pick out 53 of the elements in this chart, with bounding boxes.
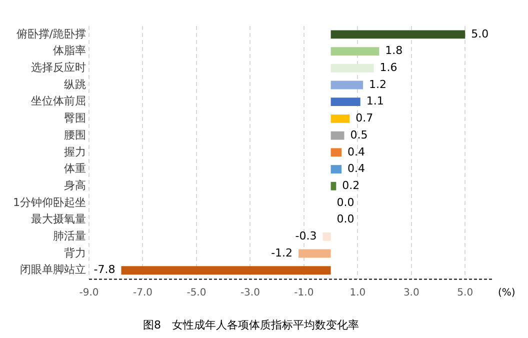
bar (330, 114, 350, 123)
bar (330, 80, 364, 90)
x-tick-label: -1.0 (294, 287, 314, 298)
y-tick-label: 臀围 (64, 112, 86, 125)
y-tick-label: 背力 (64, 246, 86, 260)
y-tick-label: 体脂率 (53, 44, 86, 58)
data-label: 0.2 (342, 178, 360, 192)
data-label: -7.8 (94, 263, 116, 276)
bar (330, 30, 466, 39)
y-tick-label: 握力 (64, 145, 86, 158)
x-tick-label: -7.0 (132, 287, 152, 298)
bar (330, 165, 342, 174)
bar (330, 47, 380, 56)
bar (330, 98, 360, 106)
data-label: -0.3 (295, 230, 317, 243)
y-tick-label: 肺活量 (53, 230, 86, 243)
y-tick-label: 身高 (64, 178, 86, 192)
data-label: 0.0 (336, 212, 354, 226)
y-tick-label: 坐位体前屈 (31, 94, 86, 108)
y-tick-label: 纵跳 (64, 78, 86, 91)
y-tick-label: 1分钟仰卧起坐 (13, 196, 86, 209)
data-label: -1.2 (271, 246, 293, 260)
x-tick-label: 5.0 (457, 287, 474, 298)
x-tick-label: 1.0 (350, 287, 366, 298)
y-tick-label: 最大摄氧量 (31, 212, 86, 226)
y-tick-label: 选择反应时 (31, 60, 86, 74)
x-axis-title: (%) (498, 287, 516, 298)
x-tick-label: -9.0 (79, 287, 99, 298)
bar (330, 64, 374, 72)
bar (322, 232, 331, 241)
data-label: 5.0 (471, 27, 489, 40)
data-label: 0.0 (336, 196, 354, 209)
bar (330, 182, 336, 190)
text: 图8 女性成年人各项体质指标平均数变化率 (143, 318, 359, 332)
y-tick-label: 腰围 (64, 128, 86, 142)
data-label: 1.1 (366, 94, 384, 108)
data-label: 0.4 (348, 162, 366, 176)
bar (330, 148, 342, 157)
x-tick-label: -5.0 (186, 287, 206, 298)
bar (298, 249, 331, 258)
x-tick-label: 3.0 (403, 287, 420, 298)
y-tick-label: 闭眼单脚站立 (20, 263, 86, 276)
data-label: 0.5 (350, 128, 368, 142)
data-label: 1.2 (369, 78, 387, 91)
bar (330, 131, 344, 140)
x-tick-label: -3.0 (240, 287, 260, 298)
y-tick-label: 体重 (64, 162, 86, 176)
y-tick-label: 俯卧撑/跪卧撑 (16, 27, 86, 40)
data-label: 0.4 (348, 145, 366, 158)
data-label: 1.8 (385, 44, 403, 58)
bar (121, 266, 331, 275)
data-label: 0.7 (356, 112, 374, 125)
data-label: 1.6 (380, 60, 398, 74)
